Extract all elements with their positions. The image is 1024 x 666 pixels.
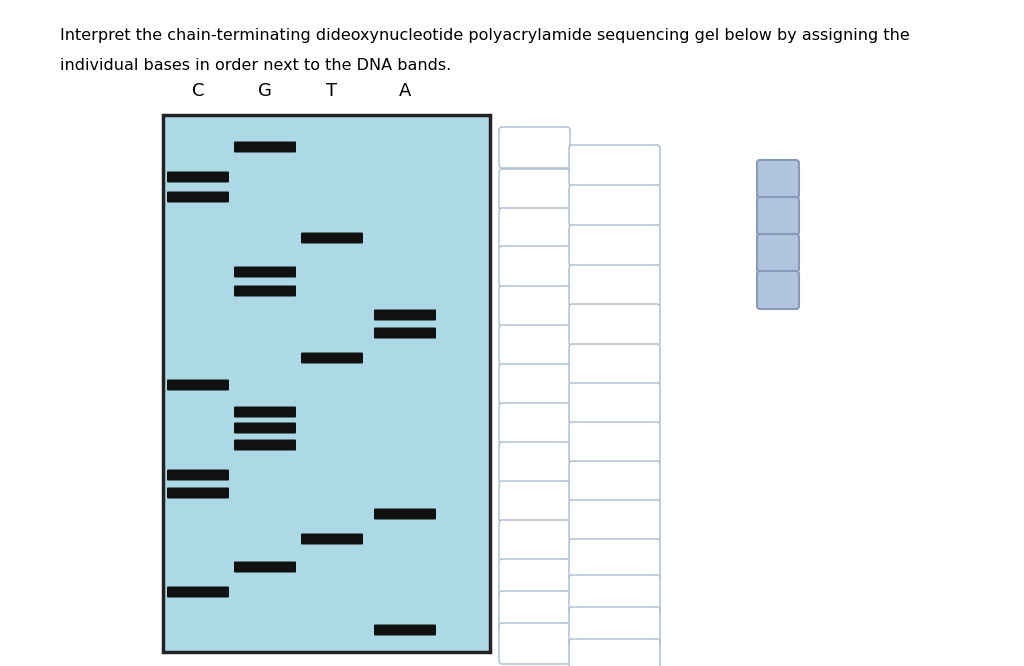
FancyBboxPatch shape [374, 625, 436, 635]
FancyBboxPatch shape [569, 225, 660, 266]
Text: A: A [773, 246, 783, 260]
FancyBboxPatch shape [569, 422, 660, 463]
FancyBboxPatch shape [569, 500, 660, 541]
FancyBboxPatch shape [569, 575, 660, 616]
FancyBboxPatch shape [301, 352, 362, 364]
FancyBboxPatch shape [499, 286, 570, 327]
FancyBboxPatch shape [499, 127, 570, 168]
FancyBboxPatch shape [374, 328, 436, 338]
FancyBboxPatch shape [234, 406, 296, 418]
FancyBboxPatch shape [167, 488, 229, 498]
FancyBboxPatch shape [234, 422, 296, 434]
FancyBboxPatch shape [499, 591, 570, 632]
FancyBboxPatch shape [374, 509, 436, 519]
Text: Interpret the chain-terminating dideoxynucleotide polyacrylamide sequencing gel : Interpret the chain-terminating dideoxyn… [60, 28, 909, 43]
FancyBboxPatch shape [234, 286, 296, 296]
FancyBboxPatch shape [167, 192, 229, 202]
FancyBboxPatch shape [569, 304, 660, 345]
FancyBboxPatch shape [167, 380, 229, 390]
FancyBboxPatch shape [569, 145, 660, 186]
Text: individual bases in order next to the DNA bands.: individual bases in order next to the DN… [60, 58, 452, 73]
FancyBboxPatch shape [569, 185, 660, 226]
Text: C: C [773, 208, 783, 224]
Text: C: C [191, 82, 204, 100]
FancyBboxPatch shape [499, 520, 570, 561]
FancyBboxPatch shape [167, 470, 229, 480]
FancyBboxPatch shape [499, 208, 570, 249]
FancyBboxPatch shape [234, 440, 296, 450]
FancyBboxPatch shape [167, 172, 229, 182]
Text: G: G [258, 82, 272, 100]
FancyBboxPatch shape [499, 364, 570, 405]
FancyBboxPatch shape [757, 234, 799, 272]
FancyBboxPatch shape [499, 246, 570, 287]
FancyBboxPatch shape [301, 533, 362, 545]
Text: G: G [772, 172, 784, 186]
FancyBboxPatch shape [499, 623, 570, 664]
FancyBboxPatch shape [234, 266, 296, 278]
FancyBboxPatch shape [569, 461, 660, 502]
FancyBboxPatch shape [301, 232, 362, 244]
FancyBboxPatch shape [757, 160, 799, 198]
Bar [163, 115, 490, 652]
Text: T: T [327, 82, 338, 100]
FancyBboxPatch shape [569, 383, 660, 424]
FancyBboxPatch shape [757, 271, 799, 309]
FancyBboxPatch shape [167, 587, 229, 597]
FancyBboxPatch shape [499, 169, 570, 210]
FancyBboxPatch shape [374, 310, 436, 320]
FancyBboxPatch shape [234, 561, 296, 573]
FancyBboxPatch shape [569, 607, 660, 648]
FancyBboxPatch shape [499, 325, 570, 366]
FancyBboxPatch shape [569, 539, 660, 580]
FancyBboxPatch shape [499, 559, 570, 600]
Text: T: T [773, 282, 782, 298]
FancyBboxPatch shape [499, 403, 570, 444]
FancyBboxPatch shape [499, 442, 570, 483]
Text: A: A [398, 82, 412, 100]
FancyBboxPatch shape [569, 344, 660, 385]
FancyBboxPatch shape [569, 265, 660, 306]
FancyBboxPatch shape [234, 141, 296, 153]
FancyBboxPatch shape [569, 639, 660, 666]
FancyBboxPatch shape [757, 197, 799, 235]
FancyBboxPatch shape [499, 481, 570, 522]
